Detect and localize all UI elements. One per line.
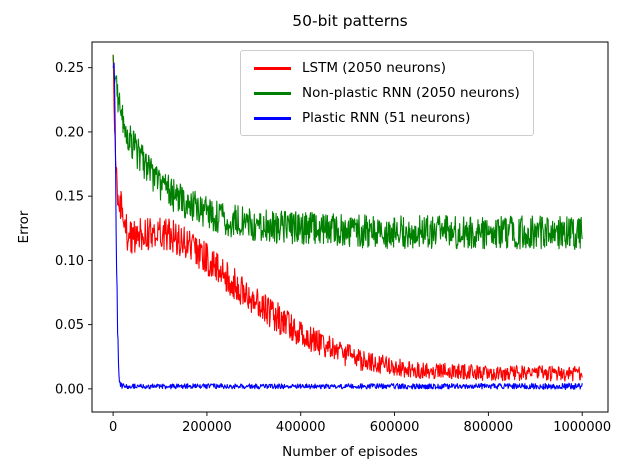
x-tick-label: 0 — [109, 420, 117, 435]
legend-label: Non-plastic RNN (2050 neurons) — [302, 85, 520, 101]
chart-title: 50-bit patterns — [292, 12, 408, 30]
y-tick-label: 0.05 — [55, 318, 84, 333]
legend-label: LSTM (2050 neurons) — [302, 60, 446, 76]
legend-line-sample-nonplastic-rnn — [254, 91, 291, 95]
x-tick-label: 200000 — [182, 420, 232, 435]
x-tick-label: 400000 — [276, 420, 326, 435]
y-tick-label: 0.25 — [55, 61, 84, 76]
legend-item-plastic-rnn: Plastic RNN (51 neurons) — [254, 108, 520, 128]
series-line-lstm — [112, 54, 583, 382]
x-tick-label: 800000 — [464, 420, 514, 435]
legend: LSTM (2050 neurons) Non-plastic RNN (2050… — [240, 50, 534, 136]
legend-line-sample-plastic-rnn — [254, 116, 291, 120]
legend-line-sample-lstm — [254, 66, 291, 70]
legend-item-nonplastic-rnn: Non-plastic RNN (2050 neurons) — [254, 83, 520, 103]
series-line-nonplastic-rnn — [112, 54, 583, 250]
y-tick-label: 0.10 — [55, 254, 84, 269]
y-tick-label: 0.00 — [55, 382, 84, 397]
series-line-plastic-rnn — [112, 62, 583, 390]
x-tick-label: 600000 — [370, 420, 420, 435]
legend-label: Plastic RNN (51 neurons) — [302, 110, 471, 126]
y-tick-label: 0.15 — [55, 190, 84, 205]
x-axis-label: Number of episodes — [282, 444, 418, 460]
plot-border — [91, 41, 609, 413]
y-axis-label: Error — [16, 210, 32, 243]
x-tick-label: 1000000 — [553, 420, 611, 435]
legend-item-lstm: LSTM (2050 neurons) — [254, 58, 520, 78]
y-tick-label: 0.20 — [55, 125, 84, 140]
